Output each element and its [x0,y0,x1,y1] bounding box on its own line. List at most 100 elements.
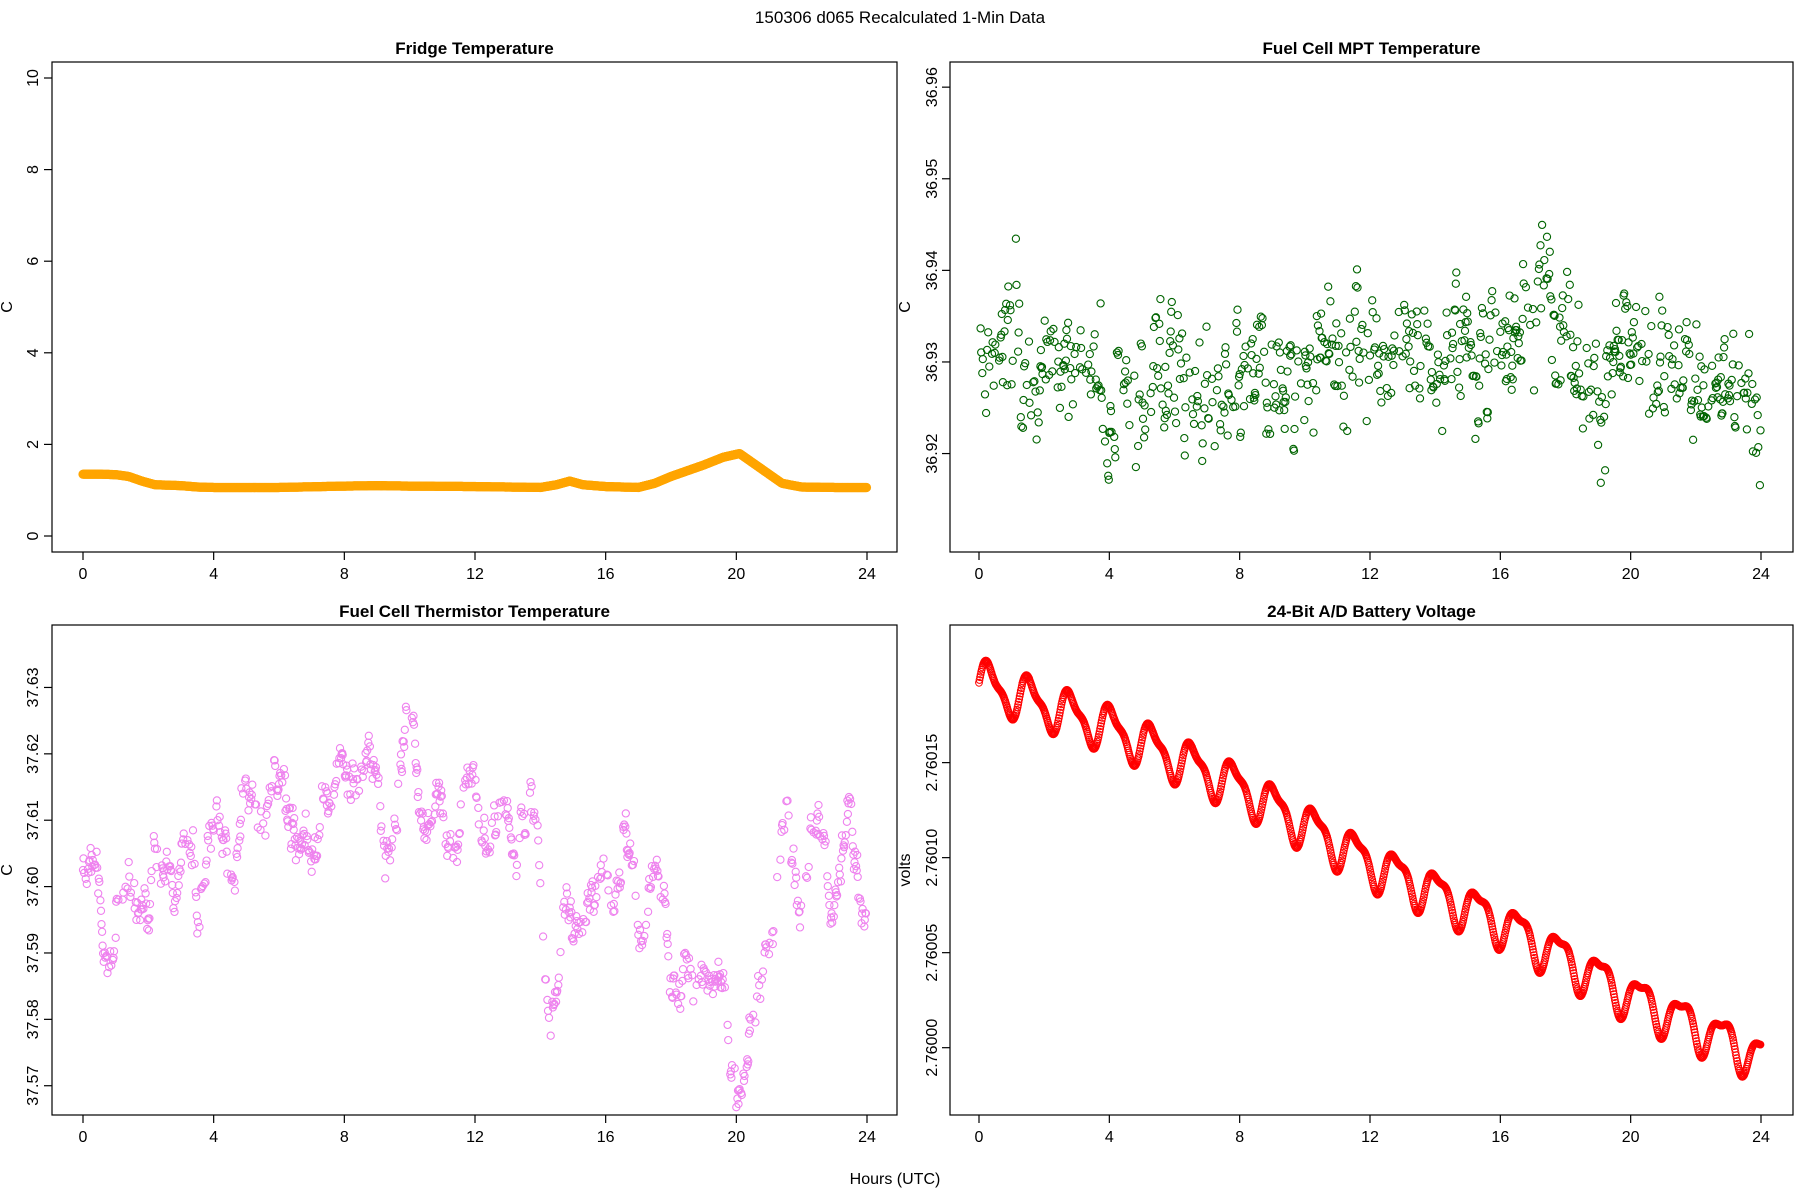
data-point [1247,350,1256,360]
data-point [1416,361,1425,371]
data-point [1148,382,1157,392]
data-point [1756,426,1765,435]
data-point [1198,456,1207,466]
x-tick-label: 8 [1235,566,1244,583]
data-point [162,847,171,856]
data-point [1523,303,1533,312]
data-point [1688,435,1698,444]
data-point [329,790,339,799]
data-point [161,877,170,886]
data-point [837,854,846,863]
data-point [1741,374,1750,383]
x-tick-label: 20 [727,1129,745,1146]
data-point [824,891,834,900]
data-point [124,857,133,867]
data-point [1612,326,1621,335]
data-point [96,906,106,915]
data-point [976,324,985,333]
data-point [1202,371,1212,380]
data-point [740,1071,749,1081]
data-point [1089,342,1098,351]
data-points [78,702,871,1112]
data-point [1352,265,1362,274]
x-tick-label: 24 [858,1129,876,1146]
data-point [1562,267,1572,277]
data-point [1015,299,1024,308]
y-axis-label: C [0,864,16,876]
y-axis-label: C [0,301,16,313]
data-point [376,802,385,811]
data-point [1210,442,1219,451]
x-tick-label: 4 [209,1129,218,1146]
data-point [1232,318,1241,328]
data-point [1174,345,1183,354]
data-point [1518,259,1528,269]
data-point [147,866,156,876]
data-point [1427,367,1437,377]
data-point [230,886,240,895]
data-point [1461,292,1471,301]
data-point [1742,425,1752,434]
data-point [677,992,686,1001]
data-point [1264,425,1273,434]
y-tick-label: 2 [25,440,42,449]
data-point [1197,421,1206,430]
x-tick-label: 4 [1105,1129,1114,1146]
data-point [1363,329,1372,338]
data-point [1744,369,1753,378]
data-point [192,892,201,902]
data-point [1064,412,1073,422]
data-point [173,888,182,898]
data-point [1326,297,1335,306]
data-point [1063,318,1073,327]
data-point [1707,361,1717,370]
data-point [1573,337,1582,346]
data-point [1294,357,1303,366]
data-point [396,750,406,759]
data-point [985,362,994,371]
data-point [1234,381,1243,390]
data-point [724,1035,733,1045]
data-point [1695,352,1704,361]
data-point [1590,353,1599,363]
data-point [1737,378,1746,388]
data-point [1200,379,1210,388]
data-point [1536,304,1546,313]
data-points [976,220,1765,490]
data-point [1034,418,1043,427]
x-tick-label: 12 [1361,566,1379,583]
data-point [1719,343,1729,352]
data-point [1439,361,1449,370]
data-point [1263,403,1272,412]
data-point [1454,383,1464,392]
data-point [835,863,844,872]
data-point [1460,326,1470,335]
data-point [1160,423,1169,432]
data-point [1097,393,1106,402]
data-point [1133,441,1143,451]
data-point [1660,372,1669,381]
data-point [536,879,545,888]
y-tick-label: 37.62 [25,734,42,774]
data-point [554,973,563,982]
data-point [1490,358,1499,367]
data-point [364,731,373,740]
data-point [1208,398,1217,407]
data-point [1432,398,1441,407]
data-point [1497,361,1506,370]
figure-xlabel: Hours (UTC) [850,1171,941,1188]
data-point [222,847,231,856]
data-point [1532,318,1541,327]
data-point [1181,403,1190,412]
y-tick-label: 2.76010 [924,829,941,887]
data-point [1644,349,1653,359]
data-point [1720,335,1729,344]
data-point [503,803,512,813]
data-point [1748,379,1757,389]
data-point [615,868,624,877]
data-point [1332,319,1341,328]
data-point [1252,354,1261,364]
data-point [174,871,183,881]
data-point [1120,367,1130,376]
